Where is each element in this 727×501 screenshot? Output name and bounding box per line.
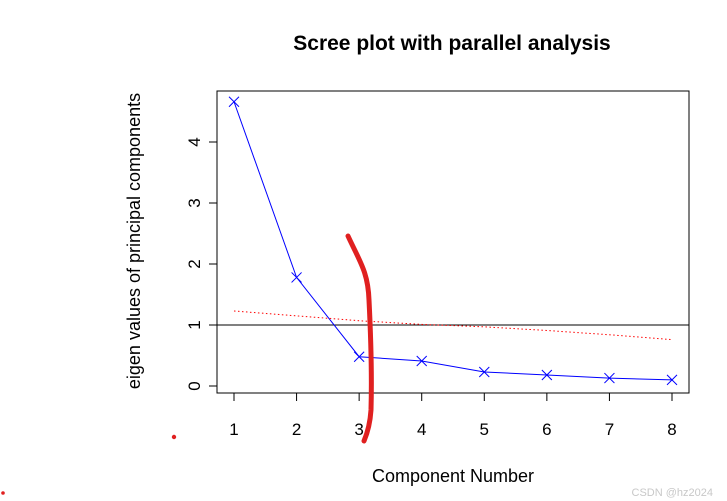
y-tick-label: 4 xyxy=(185,137,204,146)
point-marker-stroke xyxy=(228,96,240,108)
eigenvalue-point xyxy=(666,374,678,386)
x-tick-label: 4 xyxy=(417,420,426,439)
eigenvalue-line xyxy=(233,101,673,381)
eigenvalue-point xyxy=(541,369,553,381)
x-tick-label: 6 xyxy=(542,420,551,439)
y-tick-label: 2 xyxy=(185,259,204,268)
eigenvalue-point xyxy=(291,272,302,283)
point-marker-stroke xyxy=(541,369,553,381)
eigenvalue-point xyxy=(228,96,240,108)
series-layer xyxy=(228,96,678,386)
y-tick-label: 3 xyxy=(185,198,204,207)
parallel-analysis-line xyxy=(233,310,673,341)
point-marker-stroke xyxy=(291,272,302,283)
eigenvalue-point xyxy=(416,355,428,367)
point-marker-stroke xyxy=(353,351,365,363)
point-marker-stroke xyxy=(478,366,490,378)
x-tick-label: 5 xyxy=(480,420,489,439)
red-dot xyxy=(1,491,5,495)
chart-title: Scree plot with parallel analysis xyxy=(293,32,610,55)
x-tick-label: 2 xyxy=(292,420,301,439)
eigenvalue-point xyxy=(604,372,615,384)
eigenvalue-point xyxy=(478,366,490,378)
x-tick-label: 3 xyxy=(354,420,363,439)
x-tick-label: 7 xyxy=(605,420,614,439)
eigenvalue-point xyxy=(353,351,365,363)
y-axis-label: eigen values of principal components xyxy=(124,93,144,389)
point-marker-stroke xyxy=(604,372,615,384)
red-dot xyxy=(171,434,177,440)
x-tick-label: 1 xyxy=(229,420,238,439)
x-axis: 1 2 3 4 5 6 7 8 xyxy=(229,392,677,439)
hand-drawn-red-mark xyxy=(345,233,374,444)
x-tick-label: 8 xyxy=(667,420,676,439)
x-axis-label: Component Number xyxy=(372,466,534,486)
y-tick-label: 1 xyxy=(185,320,204,329)
y-axis: 0 1 2 3 4 xyxy=(185,137,218,391)
y-tick-label: 0 xyxy=(185,381,204,390)
point-marker-stroke xyxy=(416,355,428,367)
point-marker-stroke xyxy=(666,374,678,386)
plot-frame xyxy=(216,90,690,394)
watermark: CSDN @hz2024 xyxy=(631,487,713,499)
